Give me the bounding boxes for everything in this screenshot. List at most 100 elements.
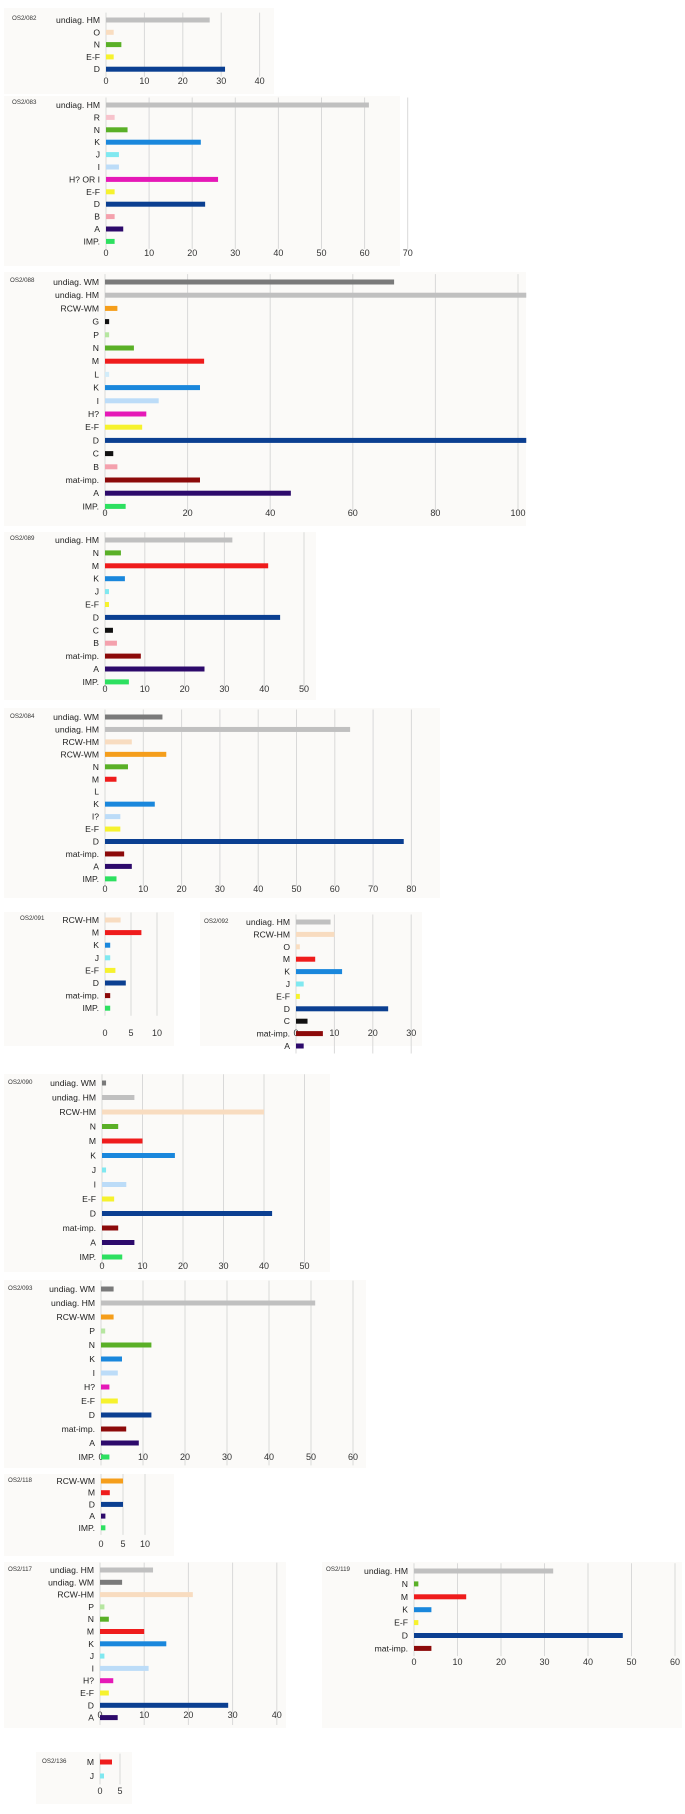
panel-background [322,1562,682,1728]
category-label: G [92,317,99,327]
category-label: E-F [81,1396,95,1406]
bar [101,1426,127,1432]
category-label: C [93,625,99,635]
chart-title: OS2/091 [20,915,45,922]
panel-background [4,1074,330,1272]
category-label: M [88,1488,95,1498]
category-label: undiag. HM [50,1565,94,1575]
bar [105,653,141,659]
category-label: RCW-WM [61,303,100,313]
chart-title: OS2/136 [42,1758,67,1765]
category-label: B [94,212,100,222]
bar [100,1773,104,1779]
chart-title: OS2/093 [8,1285,33,1292]
x-tick-label: 70 [368,884,378,894]
bar [296,1043,304,1049]
x-tick-label: 0 [97,1710,102,1720]
category-label: D [402,1631,408,1641]
category-label: K [93,574,99,584]
category-label: J [95,953,99,963]
bar [106,201,206,207]
category-label: M [92,774,99,784]
category-label: I [93,1368,95,1378]
bar [101,1370,118,1376]
bar [296,969,343,975]
bar [105,930,142,936]
category-label: undiag. WM [48,1577,94,1587]
chart-title: OS2/082 [12,15,37,22]
bar [105,411,147,417]
bar [105,576,125,582]
chart-title: OS2/089 [10,535,35,542]
x-tick-label: 20 [177,884,187,894]
category-label: mat-imp. [375,1643,408,1653]
bar [105,332,110,338]
category-label: E-F [82,1194,96,1204]
x-tick-label: 50 [299,684,309,694]
category-label: E-F [276,991,290,1001]
category-label: IMP. [78,1452,95,1462]
bar [100,1665,149,1671]
bar [106,189,115,195]
bar [105,764,128,770]
x-tick-label: 0 [98,1539,103,1549]
chart-title: OS2/119 [326,1566,351,1573]
bar [106,42,122,48]
x-tick-label: 0 [102,1028,107,1038]
category-label: A [94,224,100,234]
x-tick-label: 40 [273,248,283,258]
bar [105,563,269,569]
bar [100,1759,112,1765]
bar [101,1300,316,1306]
x-tick-label: 40 [583,1657,593,1667]
x-tick-label: 20 [187,248,197,258]
bar [106,226,124,232]
x-tick-label: 20 [180,684,190,694]
category-label: A [88,1713,94,1723]
category-label: M [92,356,99,366]
bar [101,1398,118,1404]
x-tick-label: 0 [103,248,108,258]
bar [105,550,121,556]
bar [414,1581,419,1587]
bar [105,490,291,496]
category-label: N [90,1122,96,1132]
x-tick-label: 40 [259,684,269,694]
bar [102,1153,175,1158]
x-tick-label: 20 [178,76,188,86]
bar [106,139,201,145]
bar [105,319,110,325]
category-label: A [284,1041,290,1051]
chart-title: OS2/118 [8,1477,33,1484]
bar [296,1006,389,1012]
x-tick-label: 20 [178,1261,188,1271]
category-label: N [94,40,100,50]
category-label: undiag. HM [55,724,99,734]
category-label: A [90,1238,96,1248]
category-label: K [93,799,99,809]
category-label: undiag. HM [51,1298,95,1308]
bar [100,1653,105,1659]
category-label: D [88,1700,94,1710]
x-tick-label: 70 [403,248,413,258]
bar [101,1454,110,1460]
x-tick-label: 40 [259,1261,269,1271]
category-label: N [93,343,99,353]
category-label: mat-imp. [66,991,99,1001]
category-label: undiag. HM [246,917,290,927]
bar [106,54,114,60]
bar [102,1211,273,1216]
category-label: E-F [86,52,100,62]
bar [105,1005,111,1011]
bar [414,1594,467,1600]
category-label: mat-imp. [66,475,99,485]
category-label: D [93,435,99,445]
category-label: K [88,1639,94,1649]
bar [105,917,121,923]
chart-title: OS2/084 [10,713,35,720]
bar [296,956,316,962]
x-tick-label: 50 [291,884,301,894]
